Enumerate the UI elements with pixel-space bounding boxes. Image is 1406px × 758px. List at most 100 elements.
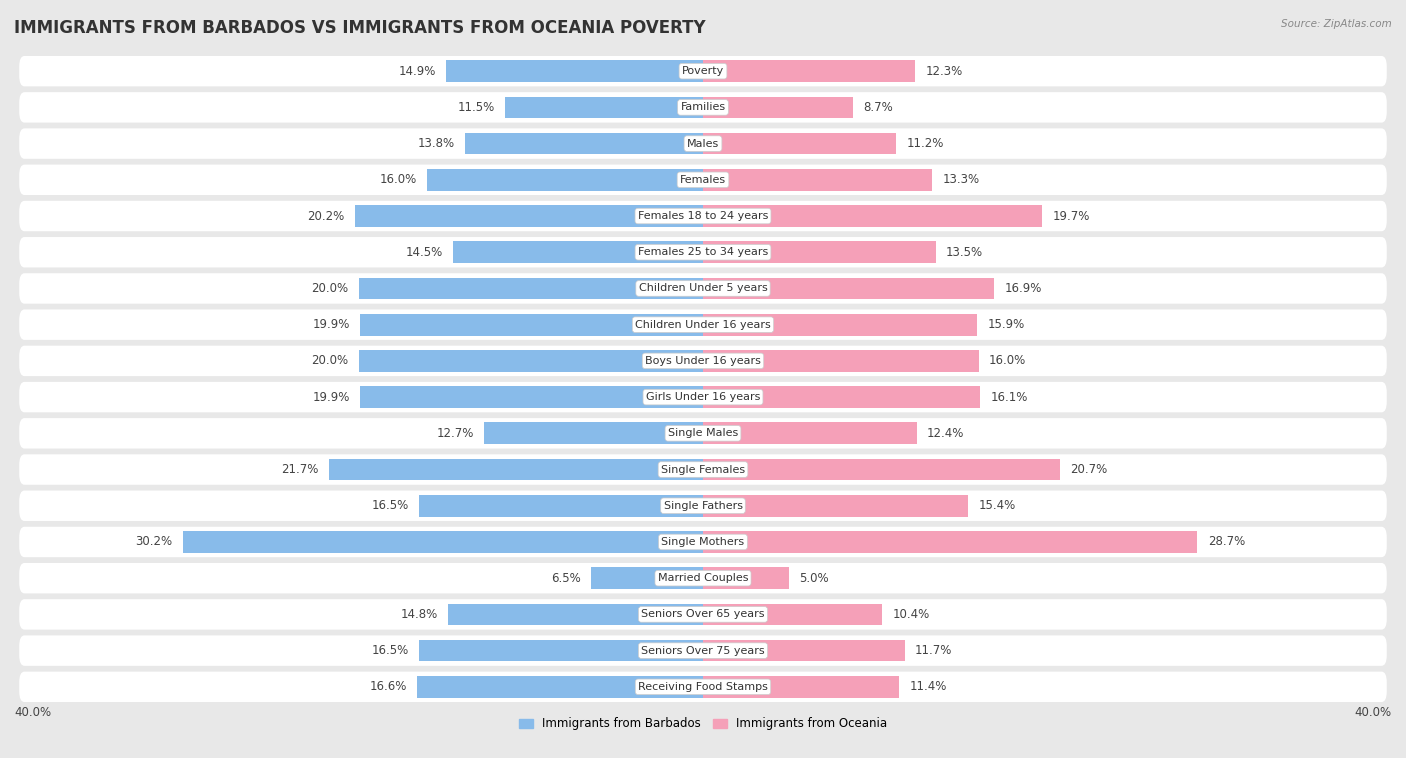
Bar <box>703 314 977 336</box>
Text: Poverty: Poverty <box>682 66 724 76</box>
Text: Males: Males <box>688 139 718 149</box>
Bar <box>703 676 900 697</box>
Text: 16.5%: 16.5% <box>371 500 409 512</box>
Bar <box>703 603 882 625</box>
Text: Families: Families <box>681 102 725 112</box>
FancyBboxPatch shape <box>20 454 1386 485</box>
Text: Single Mothers: Single Mothers <box>661 537 745 547</box>
Text: 16.6%: 16.6% <box>370 681 406 694</box>
Bar <box>703 169 932 191</box>
Text: Seniors Over 75 years: Seniors Over 75 years <box>641 646 765 656</box>
Bar <box>703 459 1060 481</box>
Text: 12.7%: 12.7% <box>436 427 474 440</box>
Bar <box>419 640 703 662</box>
Bar <box>465 133 703 155</box>
Bar <box>703 277 994 299</box>
Text: 21.7%: 21.7% <box>281 463 319 476</box>
Text: Married Couples: Married Couples <box>658 573 748 583</box>
FancyBboxPatch shape <box>20 201 1386 231</box>
Text: 13.3%: 13.3% <box>942 174 980 186</box>
FancyBboxPatch shape <box>20 273 1386 304</box>
Text: Receiving Food Stamps: Receiving Food Stamps <box>638 682 768 692</box>
Bar <box>703 96 853 118</box>
Text: 16.0%: 16.0% <box>380 174 418 186</box>
FancyBboxPatch shape <box>20 418 1386 449</box>
Text: Seniors Over 65 years: Seniors Over 65 years <box>641 609 765 619</box>
Text: Single Females: Single Females <box>661 465 745 475</box>
Bar <box>703 640 904 662</box>
Bar <box>446 61 703 82</box>
Bar <box>591 567 703 589</box>
Legend: Immigrants from Barbados, Immigrants from Oceania: Immigrants from Barbados, Immigrants fro… <box>513 713 893 735</box>
Bar <box>703 350 979 371</box>
Bar <box>329 459 703 481</box>
Text: 11.2%: 11.2% <box>907 137 943 150</box>
Text: 12.4%: 12.4% <box>927 427 965 440</box>
Text: Single Fathers: Single Fathers <box>664 501 742 511</box>
Text: Females 18 to 24 years: Females 18 to 24 years <box>638 211 768 221</box>
Bar <box>359 350 703 371</box>
Bar <box>703 567 789 589</box>
Bar <box>703 61 915 82</box>
Text: 11.7%: 11.7% <box>915 644 952 657</box>
Text: 11.4%: 11.4% <box>910 681 948 694</box>
Text: 6.5%: 6.5% <box>551 572 581 584</box>
Bar <box>360 314 703 336</box>
Text: 20.0%: 20.0% <box>311 355 349 368</box>
Bar <box>703 531 1198 553</box>
Bar <box>703 495 969 517</box>
Text: 11.5%: 11.5% <box>457 101 495 114</box>
FancyBboxPatch shape <box>20 563 1386 594</box>
Text: 14.5%: 14.5% <box>406 246 443 258</box>
Bar <box>419 495 703 517</box>
Bar <box>360 387 703 408</box>
Bar <box>356 205 703 227</box>
Text: 16.9%: 16.9% <box>1004 282 1042 295</box>
Text: 15.4%: 15.4% <box>979 500 1015 512</box>
Text: 16.5%: 16.5% <box>371 644 409 657</box>
Text: 19.7%: 19.7% <box>1053 209 1090 223</box>
Text: 13.8%: 13.8% <box>418 137 456 150</box>
Text: 20.7%: 20.7% <box>1070 463 1107 476</box>
Text: 16.0%: 16.0% <box>988 355 1026 368</box>
FancyBboxPatch shape <box>20 635 1386 666</box>
Text: Children Under 5 years: Children Under 5 years <box>638 283 768 293</box>
Bar <box>505 96 703 118</box>
Text: 28.7%: 28.7% <box>1208 535 1244 549</box>
Text: 14.8%: 14.8% <box>401 608 437 621</box>
FancyBboxPatch shape <box>20 92 1386 123</box>
FancyBboxPatch shape <box>20 527 1386 557</box>
Bar <box>703 133 896 155</box>
Text: IMMIGRANTS FROM BARBADOS VS IMMIGRANTS FROM OCEANIA POVERTY: IMMIGRANTS FROM BARBADOS VS IMMIGRANTS F… <box>14 19 706 37</box>
FancyBboxPatch shape <box>20 56 1386 86</box>
Text: Single Males: Single Males <box>668 428 738 438</box>
FancyBboxPatch shape <box>20 309 1386 340</box>
Bar <box>703 205 1042 227</box>
Text: 12.3%: 12.3% <box>925 64 963 77</box>
Text: 40.0%: 40.0% <box>14 706 51 719</box>
FancyBboxPatch shape <box>20 346 1386 376</box>
Bar <box>359 277 703 299</box>
FancyBboxPatch shape <box>20 599 1386 630</box>
Text: Children Under 16 years: Children Under 16 years <box>636 320 770 330</box>
Text: 20.0%: 20.0% <box>311 282 349 295</box>
Text: 5.0%: 5.0% <box>800 572 830 584</box>
FancyBboxPatch shape <box>20 672 1386 702</box>
Text: 14.9%: 14.9% <box>399 64 436 77</box>
Bar <box>484 422 703 444</box>
Text: 19.9%: 19.9% <box>312 390 350 403</box>
Text: 15.9%: 15.9% <box>987 318 1025 331</box>
Text: Girls Under 16 years: Girls Under 16 years <box>645 392 761 402</box>
Text: 19.9%: 19.9% <box>312 318 350 331</box>
Text: 8.7%: 8.7% <box>863 101 893 114</box>
Text: Source: ZipAtlas.com: Source: ZipAtlas.com <box>1281 19 1392 29</box>
FancyBboxPatch shape <box>20 164 1386 195</box>
Text: 13.5%: 13.5% <box>946 246 983 258</box>
Text: Females: Females <box>681 175 725 185</box>
FancyBboxPatch shape <box>20 382 1386 412</box>
Bar <box>449 603 703 625</box>
FancyBboxPatch shape <box>20 237 1386 268</box>
Text: 30.2%: 30.2% <box>135 535 173 549</box>
Text: 16.1%: 16.1% <box>991 390 1028 403</box>
Text: 40.0%: 40.0% <box>1355 706 1392 719</box>
